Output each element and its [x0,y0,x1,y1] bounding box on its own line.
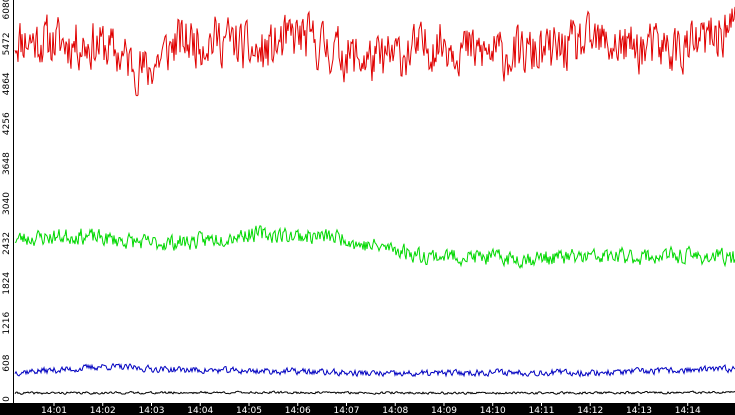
y-tick-label: 0 [2,396,12,402]
x-tick-label: 14:12 [577,406,603,415]
y-tick-label: 4864 [2,72,12,95]
x-tick-label: 14:04 [187,406,213,415]
x-tick-label: 14:11 [529,406,555,415]
x-tick-label: 14:10 [480,406,506,415]
x-tick-label: 14:14 [675,406,701,415]
series-line-3 [14,362,735,378]
x-tick-label: 14:03 [139,406,165,415]
x-tick-label: 14:13 [626,406,652,415]
series-line-4 [14,390,735,395]
y-tick-label: 1824 [2,272,12,295]
y-tick-label: 6080 [2,0,12,19]
x-axis-bar [0,403,735,415]
x-axis-ticks: 14:01 14:02 14:03 14:04 14:05 14:06 14:07 14:08… [41,403,701,415]
series-lines [14,6,735,395]
y-tick-label: 608 [2,354,12,371]
x-tick-label: 14:05 [236,406,262,415]
x-tick-label: 14:01 [41,406,67,415]
x-tick-label: 14:09 [431,406,457,415]
y-axis-strip [0,0,13,403]
x-tick-label: 14:02 [90,406,116,415]
x-tick-label: 14:08 [382,406,408,415]
y-tick-label: 5472 [2,32,12,55]
y-tick-label: 1216 [2,311,12,334]
y-tick-label: 2432 [2,232,12,255]
series-line-1 [14,6,735,97]
series-line-2 [14,225,735,269]
y-axis-ticks: 0 608 1216 1824 2432 3040 3648 4256 4864 5472 6080 [2,0,12,402]
y-tick-label: 3040 [2,192,12,215]
y-tick-label: 4256 [2,112,12,135]
y-tick-label: 3648 [2,152,12,175]
x-tick-label: 14:06 [285,406,311,415]
x-tick-label: 14:07 [334,406,360,415]
